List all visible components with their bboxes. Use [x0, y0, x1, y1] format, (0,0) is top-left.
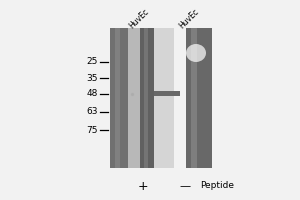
Bar: [140, 28, 154, 168]
Text: HuvEc: HuvEc: [127, 7, 151, 30]
Text: 63: 63: [86, 108, 98, 116]
Bar: [186, 28, 212, 168]
Bar: [174, 28, 186, 168]
Bar: [128, 28, 140, 168]
Bar: [154, 91, 180, 96]
Text: +: +: [138, 180, 148, 192]
Bar: [154, 28, 174, 168]
Text: —: —: [179, 181, 191, 191]
Text: 25: 25: [87, 57, 98, 66]
Bar: [144, 28, 148, 168]
Text: HuvEc: HuvEc: [177, 7, 200, 30]
Text: 35: 35: [86, 74, 98, 83]
Bar: [115, 28, 120, 168]
Text: 48: 48: [87, 89, 98, 98]
Text: Peptide: Peptide: [200, 182, 234, 190]
Text: 75: 75: [86, 126, 98, 135]
Bar: [191, 28, 197, 168]
Ellipse shape: [186, 44, 206, 62]
Bar: [110, 28, 128, 168]
Bar: [110, 28, 212, 168]
